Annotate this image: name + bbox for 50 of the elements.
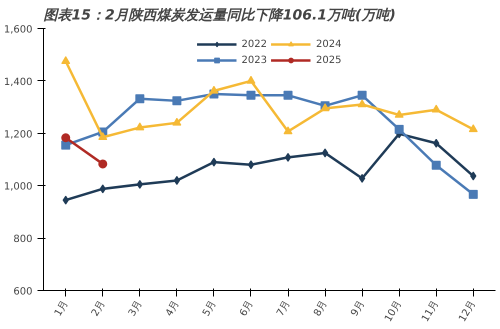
point — [61, 56, 70, 64]
x-tick-label: 2月 — [90, 298, 108, 318]
y-tick-label: 1,400 — [4, 76, 33, 88]
point — [358, 90, 367, 100]
x-tick-label: 6月 — [238, 298, 256, 318]
point — [98, 132, 108, 140]
y-tick-label: 1,000 — [4, 182, 33, 193]
point — [432, 160, 441, 170]
point — [284, 90, 293, 100]
x-tick-label: 10月 — [383, 298, 404, 324]
y-tick-label: 1,600 — [4, 24, 33, 36]
x-tick-label: 5月 — [200, 298, 219, 318]
x-tick-label: 11月 — [420, 298, 441, 324]
point — [210, 158, 218, 167]
point — [468, 190, 478, 199]
y-tick-label: 800 — [13, 234, 33, 246]
point — [322, 148, 328, 158]
point — [172, 96, 182, 106]
point — [432, 104, 441, 113]
point — [209, 86, 218, 94]
point — [284, 126, 293, 134]
point — [174, 176, 180, 185]
x-tick-label: 8月 — [312, 298, 330, 318]
x-tick-label: 3月 — [126, 298, 145, 318]
legend-label: 2024 — [316, 38, 342, 50]
x-tick-label: 7月 — [275, 298, 293, 318]
y-tick-label: 600 — [13, 286, 33, 298]
point — [358, 99, 367, 108]
x-tick-label: 1月 — [52, 298, 70, 318]
point — [61, 133, 70, 142]
legend-label: 2022 — [242, 38, 267, 50]
chart-title: 图表15：2月陕西煤炭发运量同比下降106.1万吨(万吨) — [44, 8, 396, 24]
x-tick-label: 9月 — [349, 298, 367, 318]
x-tick-label: 4月 — [164, 298, 182, 318]
point — [358, 174, 366, 183]
point — [248, 160, 254, 170]
point — [135, 122, 144, 130]
point — [284, 152, 292, 162]
x-tick-label: 12月 — [457, 298, 478, 324]
point — [135, 94, 144, 104]
y-tick-label: 1,200 — [4, 129, 33, 140]
legend-label: 2025 — [316, 54, 342, 66]
point — [468, 124, 478, 132]
point — [246, 90, 256, 100]
legend-label: 2023 — [242, 54, 267, 66]
point — [172, 118, 182, 126]
point — [98, 159, 108, 168]
point — [394, 124, 404, 134]
point — [394, 110, 404, 118]
point — [246, 76, 256, 84]
